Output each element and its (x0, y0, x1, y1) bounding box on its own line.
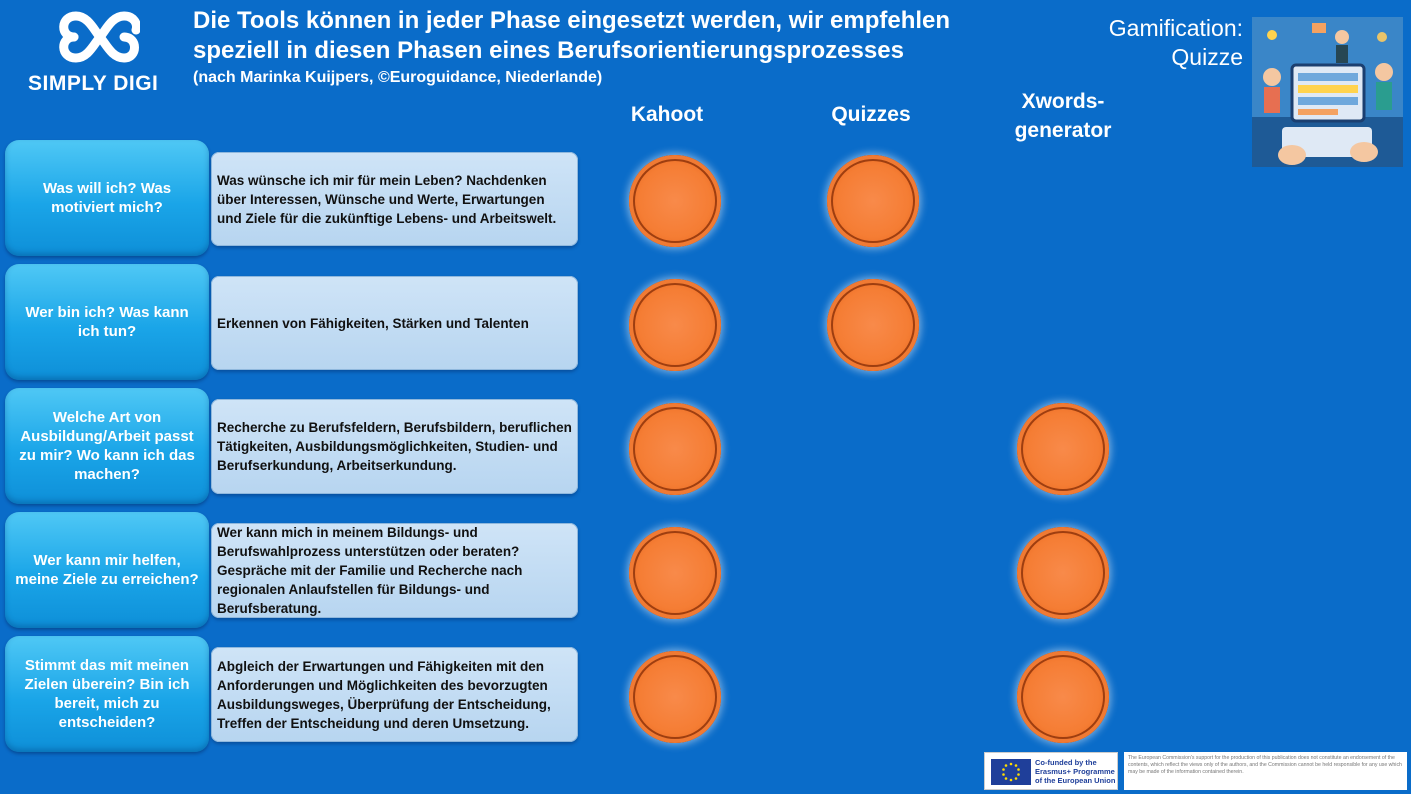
recommended-marker (1017, 651, 1109, 743)
phase-description: Erkennen von Fähigkeiten, Stärken und Ta… (211, 276, 578, 370)
infinity-cloud-icon (59, 11, 140, 63)
phase-description: Wer kann mich in meinem Bildungs- und Be… (211, 523, 578, 618)
topic-line-1: Gamification: (1108, 15, 1243, 41)
cofund-line: Co-funded by the (1035, 758, 1097, 767)
recommended-marker (1017, 403, 1109, 495)
column-label: Kahoot (630, 103, 704, 126)
recommended-marker (629, 279, 721, 371)
column-header-quizzes: Quizzes (791, 100, 951, 129)
phase-box: Welche Art von Ausbildung/Arbeit passt z… (5, 388, 209, 504)
column-label: generator (1014, 119, 1112, 142)
phase-description: Recherche zu Berufsfeldern, Berufsbilder… (211, 399, 578, 494)
column-header-kahoot: Kahoot (587, 100, 747, 129)
phase-description-text: Abgleich der Erwartungen und Fähigkeiten… (217, 658, 551, 731)
phase-description: Abgleich der Erwartungen und Fähigkeiten… (211, 647, 578, 742)
source-subtitle: (nach Marinka Kuijpers, ©Euroguidance, N… (193, 69, 603, 86)
phase-description-text: Wer kann mich in meinem Bildungs- und Be… (217, 525, 523, 616)
topic-label: Gamification: Quizze (1109, 14, 1243, 72)
column-label: Quizzes (831, 103, 911, 126)
topic-line-2: Quizze (1171, 44, 1243, 70)
title-line-1: Die Tools können in jeder Phase eingeset… (193, 7, 951, 34)
recommended-marker (1017, 527, 1109, 619)
column-label: Xwords- (1021, 90, 1105, 113)
brand-name: SIMPLY DIGI (28, 72, 159, 95)
phase-description: Was wünsche ich mir für mein Leben? Nach… (211, 152, 578, 246)
recommended-marker (827, 279, 919, 371)
column-header-xwords: Xwords- generator (983, 87, 1143, 145)
phase-box: Wer bin ich? Was kann ich tun? (5, 264, 209, 380)
brand-logo: SIMPLY DIGI (22, 8, 172, 98)
page-title: Die Tools können in jeder Phase eingeset… (193, 6, 1053, 87)
gamification-illustration (1252, 17, 1403, 167)
phase-box: Stimmt das mit meinen Zielen überein? Bi… (5, 636, 209, 752)
phase-description-text: Recherche zu Berufsfeldern, Berufsbilder… (217, 420, 572, 473)
phase-description-text: Was wünsche ich mir für mein Leben? Nach… (217, 172, 557, 226)
erasmus-cofund-logo: Co-funded by the Erasmus+ Programme of t… (984, 752, 1118, 790)
eu-disclaimer: The European Commission's support for th… (1124, 752, 1407, 790)
cofund-line: Erasmus+ Programme (1035, 767, 1115, 776)
phase-description-text: Erkennen von Fähigkeiten, Stärken und Ta… (217, 315, 529, 331)
eu-flag-icon (991, 759, 1031, 785)
recommended-marker (629, 155, 721, 247)
recommended-marker (629, 651, 721, 743)
phase-box: Wer kann mir helfen, meine Ziele zu erre… (5, 512, 209, 628)
phase-box: Was will ich? Was motiviert mich? (5, 140, 209, 256)
recommended-marker (827, 155, 919, 247)
recommended-marker (629, 403, 721, 495)
title-line-2: speziell in diesen Phasen eines Berufsor… (193, 37, 904, 64)
cofund-line: of the European Union (1035, 776, 1116, 785)
cofund-text: Co-funded by the Erasmus+ Programme of t… (1035, 758, 1115, 785)
recommended-marker (629, 527, 721, 619)
